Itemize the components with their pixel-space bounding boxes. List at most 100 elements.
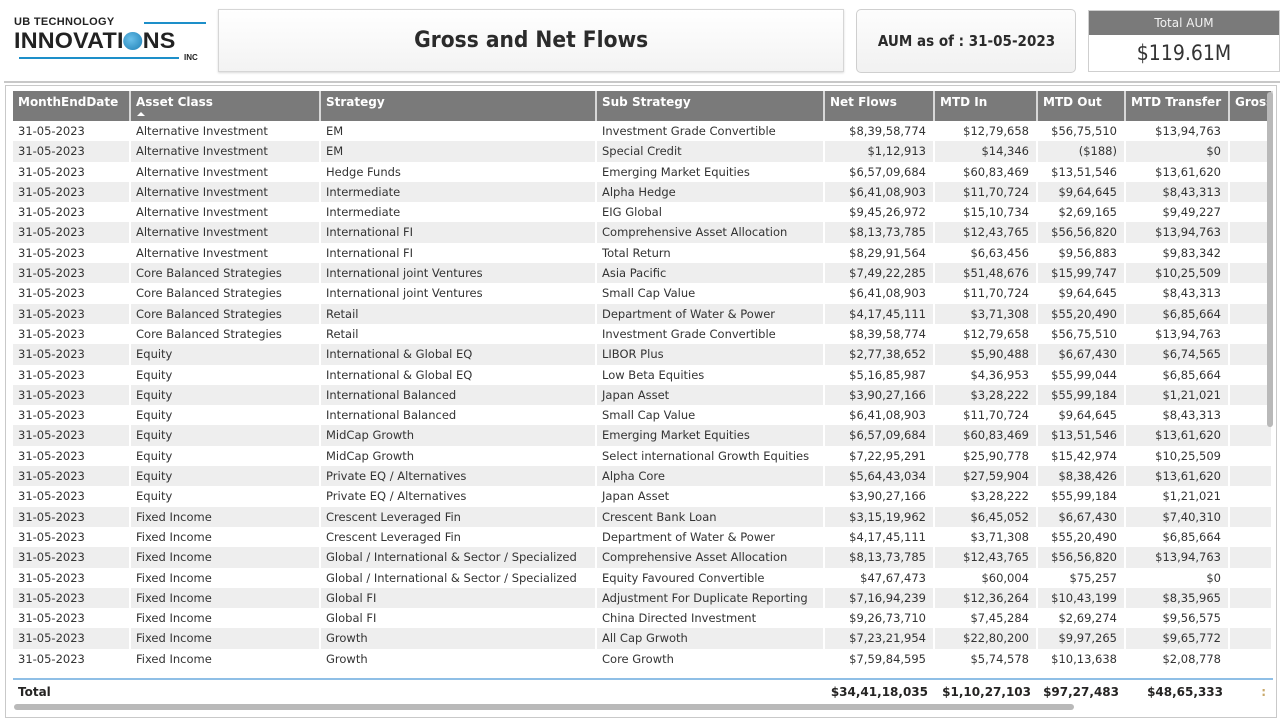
cell-mtd-transfer: $6,74,565: [1126, 344, 1230, 365]
cell-month-end-date: 31-05-2023: [13, 608, 131, 629]
cell-mtd-out: $10,43,199: [1038, 587, 1126, 609]
cell-mtd-out: $56,75,510: [1038, 323, 1126, 345]
cell-sub-strategy: China Directed Investment: [597, 608, 825, 629]
table-row[interactable]: 31-05-2023 Alternative Investment EM Specia…: [13, 141, 1273, 162]
column-header-asset-class[interactable]: Asset Class: [131, 91, 321, 121]
cell-strategy: Hedge Funds: [321, 161, 597, 182]
cell-mtd-in: $11,70,724: [935, 405, 1038, 426]
cell-sub-strategy: Alpha Core: [597, 466, 825, 487]
cell-sub-strategy: Small Cap Value: [597, 405, 825, 426]
total-gross-truncated: :: [1261, 685, 1266, 699]
table-row[interactable]: 31-05-2023 Fixed Income Global FI Adjustmen…: [13, 587, 1273, 609]
cell-asset-class: Fixed Income: [131, 648, 321, 670]
cell-mtd-out: $2,69,274: [1038, 608, 1126, 629]
cell-sub-strategy: EIG Global: [597, 202, 825, 223]
sort-ascending-icon: [137, 112, 145, 116]
cell-mtd-out: $15,42,974: [1038, 445, 1126, 467]
cell-net-flows: $9,26,73,710: [825, 608, 935, 629]
table-row[interactable]: 31-05-2023 Core Balanced Strategies Retail…: [13, 303, 1273, 324]
cell-strategy: Global FI: [321, 608, 597, 629]
cell-mtd-out: $9,64,645: [1038, 181, 1126, 203]
table-row[interactable]: 31-05-2023 Equity International Balanced Ja…: [13, 384, 1273, 406]
table-row[interactable]: 31-05-2023 Equity International & Global E…: [13, 344, 1273, 365]
table-row[interactable]: 31-05-2023 Fixed Income Growth Core Growth $…: [13, 648, 1273, 670]
cell-gross: [1230, 445, 1273, 467]
table-row[interactable]: 31-05-2023 Alternative Investment EM Invest…: [13, 121, 1273, 142]
table-row[interactable]: 31-05-2023 Fixed Income Global / Internati…: [13, 547, 1273, 568]
column-header-strategy[interactable]: Strategy: [321, 91, 597, 121]
cell-asset-class: Fixed Income: [131, 628, 321, 649]
cell-mtd-in: $3,71,308: [935, 303, 1038, 324]
cell-sub-strategy: Department of Water & Power: [597, 303, 825, 324]
column-header-mtd-transfer[interactable]: MTD Transfer: [1126, 91, 1230, 121]
cell-net-flows: $1,12,913: [825, 141, 935, 162]
cell-sub-strategy: Core Growth: [597, 648, 825, 670]
cell-sub-strategy: Asia Pacific: [597, 263, 825, 284]
cell-net-flows: $2,77,38,652: [825, 344, 935, 365]
table-row[interactable]: 31-05-2023 Equity MidCap Growth Emerging Ma…: [13, 425, 1273, 446]
cell-net-flows: $6,41,08,903: [825, 283, 935, 304]
cell-strategy: Intermediate: [321, 181, 597, 203]
cell-strategy: Private EQ / Alternatives: [321, 486, 597, 507]
cell-mtd-transfer: $7,40,310: [1126, 506, 1230, 527]
cell-asset-class: Alternative Investment: [131, 242, 321, 264]
column-header-mtd-in[interactable]: MTD In: [935, 91, 1038, 121]
table-row[interactable]: 31-05-2023 Equity International & Global E…: [13, 364, 1273, 385]
column-header-net-flows[interactable]: Net Flows: [825, 91, 935, 121]
table-row[interactable]: 31-05-2023 Core Balanced Strategies Intern…: [13, 283, 1273, 304]
cell-net-flows: $7,22,95,291: [825, 445, 935, 467]
table-row[interactable]: 31-05-2023 Alternative Investment Hedge Fu…: [13, 161, 1273, 182]
cell-month-end-date: 31-05-2023: [13, 141, 131, 162]
table-row[interactable]: 31-05-2023 Alternative Investment Internat…: [13, 222, 1273, 243]
cell-strategy: Retail: [321, 303, 597, 324]
table-row[interactable]: 31-05-2023 Fixed Income Growth All Cap Grwo…: [13, 628, 1273, 649]
cell-mtd-in: $3,28,222: [935, 384, 1038, 406]
table-row[interactable]: 31-05-2023 Fixed Income Global FI China Dir…: [13, 608, 1273, 629]
cell-sub-strategy: All Cap Grwoth: [597, 628, 825, 649]
table-row[interactable]: 31-05-2023 Core Balanced Strategies Intern…: [13, 263, 1273, 284]
cell-net-flows: $6,41,08,903: [825, 181, 935, 203]
cell-mtd-transfer: $13,61,620: [1126, 425, 1230, 446]
cell-mtd-in: $25,90,778: [935, 445, 1038, 467]
cell-gross: [1230, 506, 1273, 527]
table-row[interactable]: 31-05-2023 Equity International Balanced Sm…: [13, 405, 1273, 426]
total-aum-label: Total AUM: [1089, 11, 1279, 35]
column-header-sub-strategy[interactable]: Sub Strategy: [597, 91, 825, 121]
cell-mtd-in: $22,80,200: [935, 628, 1038, 649]
cell-mtd-in: $12,79,658: [935, 121, 1038, 142]
cell-mtd-transfer: $2,08,778: [1126, 648, 1230, 670]
cell-net-flows: $4,17,45,111: [825, 526, 935, 548]
cell-asset-class: Equity: [131, 445, 321, 467]
table-row[interactable]: 31-05-2023 Equity Private EQ / Alternative…: [13, 466, 1273, 487]
cell-mtd-out: $6,67,430: [1038, 344, 1126, 365]
horizontal-scrollbar[interactable]: [14, 704, 1074, 710]
table-row[interactable]: 31-05-2023 Fixed Income Crescent Leveraged…: [13, 506, 1273, 527]
cell-sub-strategy: Equity Favoured Convertible: [597, 567, 825, 588]
vertical-scrollbar[interactable]: [1267, 92, 1273, 427]
table-row[interactable]: 31-05-2023 Alternative Investment Internat…: [13, 242, 1273, 264]
cell-sub-strategy: Comprehensive Asset Allocation: [597, 222, 825, 243]
table-row[interactable]: 31-05-2023 Fixed Income Crescent Leveraged…: [13, 526, 1273, 548]
cell-mtd-out: $56,56,820: [1038, 222, 1126, 243]
cell-strategy: Global FI: [321, 587, 597, 609]
cell-mtd-out: ($188): [1038, 141, 1126, 162]
report-title: Gross and Net Flows: [413, 28, 649, 53]
cell-sub-strategy: Select international Growth Equities: [597, 445, 825, 467]
cell-sub-strategy: Department of Water & Power: [597, 526, 825, 548]
table-row[interactable]: 31-05-2023 Equity Private EQ / Alternative…: [13, 486, 1273, 507]
table-row[interactable]: 31-05-2023 Alternative Investment Intermed…: [13, 202, 1273, 223]
cell-asset-class: Fixed Income: [131, 547, 321, 568]
header-divider: [4, 81, 1280, 83]
logo-line3: INC: [184, 53, 198, 62]
table-row[interactable]: 31-05-2023 Fixed Income Global / Internati…: [13, 567, 1273, 588]
column-header-monthenddate[interactable]: MonthEndDate: [13, 91, 131, 121]
table-row[interactable]: 31-05-2023 Equity MidCap Growth Select inte…: [13, 445, 1273, 467]
column-header-mtd-out[interactable]: MTD Out: [1038, 91, 1126, 121]
table-row[interactable]: 31-05-2023 Alternative Investment Intermed…: [13, 181, 1273, 203]
cell-strategy: International joint Ventures: [321, 263, 597, 284]
cell-asset-class: Fixed Income: [131, 526, 321, 548]
table-row[interactable]: 31-05-2023 Core Balanced Strategies Retail…: [13, 323, 1273, 345]
cell-mtd-out: $56,75,510: [1038, 121, 1126, 142]
cell-mtd-in: $27,59,904: [935, 466, 1038, 487]
cell-mtd-transfer: $9,49,227: [1126, 202, 1230, 223]
